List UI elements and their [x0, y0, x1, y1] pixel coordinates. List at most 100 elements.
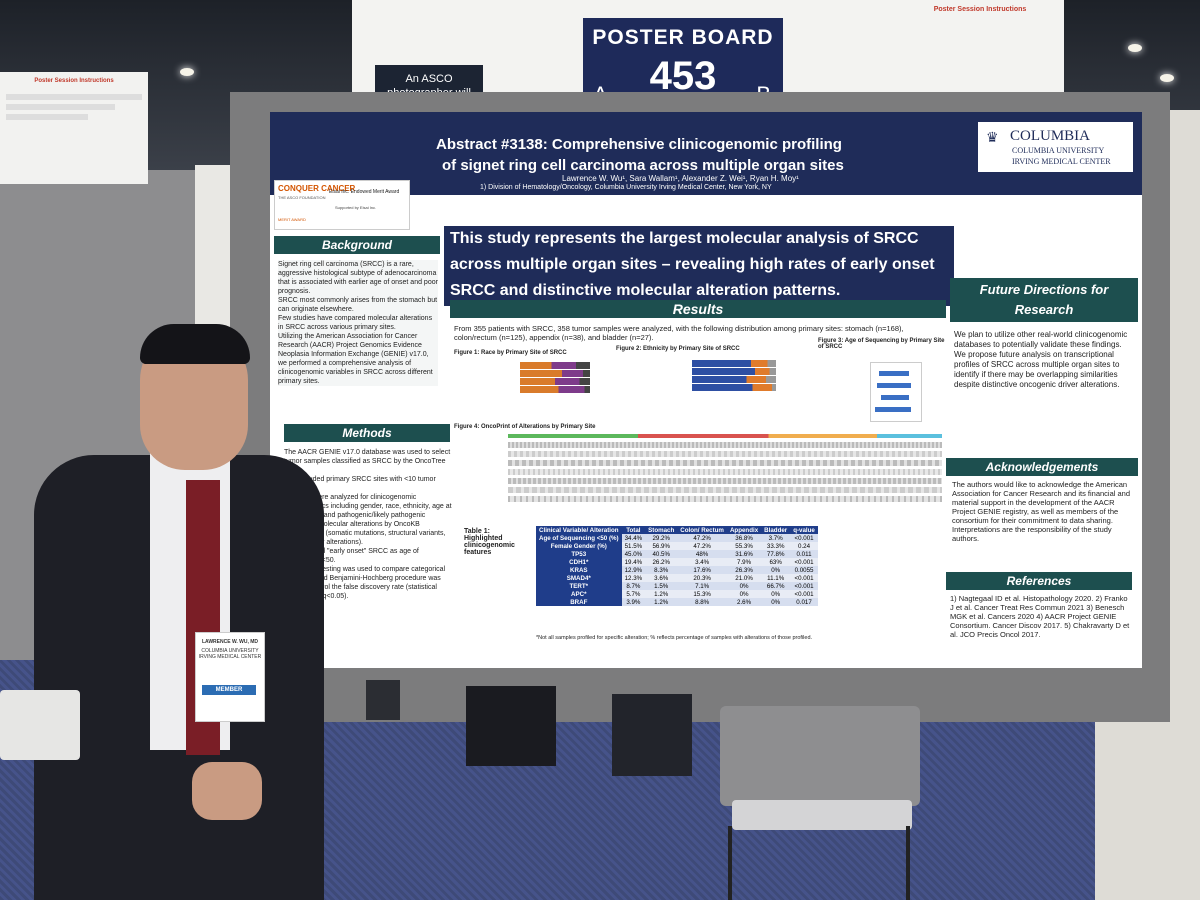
methods-item: The AACR GENIE v17.0 database was used t… — [284, 449, 451, 474]
table-cell: <0.001 — [790, 582, 818, 590]
columbia-logo: ♛ COLUMBIA COLUMBIA UNIVERSITY IRVING ME… — [978, 122, 1133, 172]
instructions-sheet: Poster Session Instructions — [905, 6, 1055, 94]
board-number: 453 — [649, 54, 717, 98]
headline-line1: This study represents the largest molecu… — [450, 230, 919, 247]
ceiling-light — [1160, 74, 1174, 82]
table-cell: 1.5% — [645, 582, 678, 590]
presenter-hands — [192, 762, 262, 820]
table-cell: 63% — [761, 558, 791, 566]
table-row-label: KRAS — [536, 566, 622, 574]
crown-icon: ♛ — [986, 131, 999, 146]
background-item: SRCC most commonly arises from the stoma… — [278, 297, 438, 313]
references-heading: References — [946, 572, 1132, 590]
table-cell: 3.9% — [621, 598, 646, 606]
table-cell: <0.001 — [790, 574, 818, 582]
table-row-label: TERT* — [536, 582, 622, 590]
table-cell: 3.4% — [677, 558, 727, 566]
table-cell: 36.8% — [726, 534, 762, 542]
clinicogenomic-table: Clinical Variable/ Alteration Total Stom… — [536, 526, 818, 606]
table-row: Female Gender (%) 51.5% 56.9% 47.2% 55.3% 33.… — [536, 542, 818, 550]
table-row-label: APC* — [536, 590, 622, 598]
columbia-name: COLUMBIA — [1010, 128, 1091, 144]
table-header: Appendix — [726, 526, 762, 534]
table-cell: 0% — [761, 598, 791, 606]
ceiling-light — [1128, 44, 1142, 52]
board-title: POSTER BOARD — [592, 26, 774, 49]
figure4-title: Figure 4: OncoPrint of Alterations by Pr… — [454, 424, 596, 430]
name-badge: LAWRENCE W. WU, MD COLUMBIA UNIVERSITY I… — [195, 632, 265, 722]
table-cell: 5.7% — [621, 590, 646, 598]
table-cell: 1.2% — [645, 590, 678, 598]
poster-title-line1: Abstract #3138: Comprehensive clinicogen… — [436, 136, 842, 153]
table1-caption: Table 1: Highlighted clinicogenomic feat… — [464, 528, 515, 556]
results-heading: Results — [450, 300, 946, 318]
table-cell: 40.5% — [645, 550, 678, 558]
presenter-hair — [140, 324, 250, 364]
table-header-row: Clinical Variable/ Alteration Total Stom… — [536, 526, 818, 534]
methods-heading: Methods — [284, 424, 450, 442]
table-cell: 8.3% — [645, 566, 678, 574]
table-cell: 34.4% — [621, 534, 646, 542]
table-cell: 0.0055 — [790, 566, 818, 574]
table-row-label: SMAD4* — [536, 574, 622, 582]
table-cell: 12.9% — [621, 566, 646, 574]
background-heading: Background — [274, 236, 440, 254]
table-row: CDH1* 19.4% 26.2% 3.4% 7.9% 63% <0.001 — [536, 558, 818, 566]
side-poster: Poster Session Instructions — [0, 72, 148, 184]
table-cell: 26.2% — [645, 558, 678, 566]
table-cell: 1.2% — [645, 598, 678, 606]
future-item: We plan to utilize other real-world clin… — [954, 330, 1128, 349]
table-cell: <0.001 — [790, 534, 818, 542]
logo-cc-award: MERIT AWARD — [278, 217, 306, 222]
future-heading: Future Directions for Research — [950, 278, 1138, 322]
table-cell: 47.2% — [677, 534, 727, 542]
table-cell: 20.3% — [677, 574, 727, 582]
table-row: Age of Sequencing <50 (%) 34.4% 29.2% 47.2%… — [536, 534, 818, 542]
chair-back — [720, 706, 920, 806]
table-row: SMAD4* 12.3% 3.6% 20.3% 21.0% 11.1% <0.001 — [536, 574, 818, 582]
badge-org: COLUMBIA UNIVERSITY IRVING MEDICAL CENTE… — [198, 648, 262, 660]
table-cell: 31.6% — [726, 550, 762, 558]
table-row: APC* 5.7% 1.2% 15.3% 0% 0% <0.001 — [536, 590, 818, 598]
background-item: Utilizing the American Association for C… — [278, 333, 433, 385]
table-note: *Not all samples profiled for specific a… — [536, 635, 813, 641]
headline-line3: SRCC and distinctive molecular alteratio… — [450, 282, 841, 299]
table-cell: 19.4% — [621, 558, 646, 566]
table-cell: 77.8% — [761, 550, 791, 558]
background-list: Signet ring cell carcinoma (SRCC) is a r… — [278, 260, 438, 386]
background-person-legs — [466, 686, 556, 766]
figure3-title: Figure 3: Age of Sequencing by Primary S… — [818, 338, 945, 350]
table-cell: 26.3% — [726, 566, 762, 574]
table-header: q-value — [790, 526, 818, 534]
table-cell: 55.3% — [726, 542, 762, 550]
logo-cc-sub: THE ASCO FOUNDATION — [278, 195, 326, 200]
table-row-label: BRAF — [536, 598, 622, 606]
chair-seat — [732, 800, 912, 830]
table-cell: 56.9% — [645, 542, 678, 550]
logo-cc-text: CONQUER CANCER — [278, 184, 356, 193]
table-cell: 51.5% — [621, 542, 646, 550]
table-row: BRAF 3.9% 1.2% 8.8% 2.6% 0% 0.017 — [536, 598, 818, 606]
badge-role: MEMBER — [202, 685, 256, 695]
table-cell: 48% — [677, 550, 727, 558]
table-cell: <0.001 — [790, 590, 818, 598]
table-cell: 47.2% — [677, 542, 727, 550]
figure1-title: Figure 1: Race by Primary Site of SRCC — [454, 350, 567, 356]
acknowledgements-text: The authors would like to acknowledge th… — [952, 480, 1131, 543]
acknowledgements-heading: Acknowledgements — [946, 458, 1138, 476]
table-cell: 12.3% — [621, 574, 646, 582]
table-cell: 0.011 — [790, 550, 818, 558]
table-header: Colon/ Rectum — [677, 526, 727, 534]
future-item: We propose future analysis on transcript… — [954, 350, 1120, 389]
research-poster: CONQUER CANCER THE ASCO FOUNDATION MERIT… — [270, 112, 1142, 668]
headline-box: This study represents the largest molecu… — [444, 226, 954, 306]
poster-title-line2: of signet ring cell carcinoma across mul… — [442, 157, 844, 174]
table-cell: 0% — [726, 582, 762, 590]
table-cell: 0.017 — [790, 598, 818, 606]
table-cell: 7.9% — [726, 558, 762, 566]
table-header: Clinical Variable/ Alteration — [536, 526, 622, 534]
table-cell: 33.3% — [761, 542, 791, 550]
table-cell: 11.1% — [761, 574, 791, 582]
table-header: Bladder — [761, 526, 791, 534]
table-cell: 7.1% — [677, 582, 727, 590]
